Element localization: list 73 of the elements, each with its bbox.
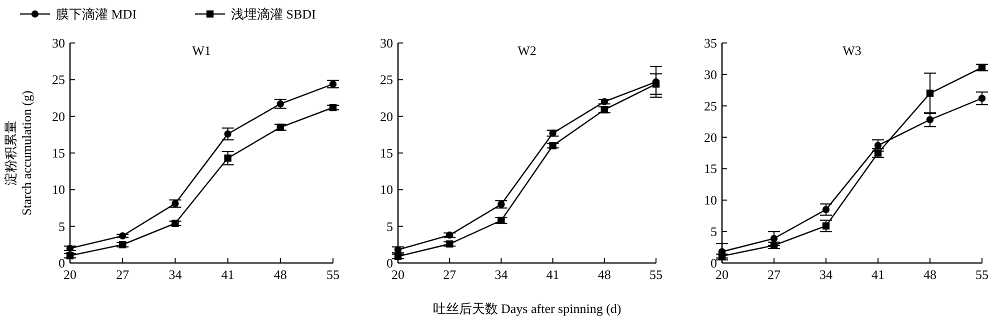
point [770,234,778,242]
y-tick-label: 30 [704,66,717,82]
y-tick-label: 0 [386,256,393,270]
point [66,244,74,252]
y-tick-label: 30 [380,36,393,50]
y-tick-label: 20 [52,108,65,124]
point [600,106,608,114]
y-tick-label: 20 [704,130,717,145]
point [446,232,454,239]
chart-title: W2 [518,43,536,58]
y-tick-label: 0 [710,256,717,270]
x-tick-label: 41 [546,267,560,282]
x-tick-label: 41 [872,267,884,282]
y-tick-label: 10 [704,192,717,208]
y-tick-label: 15 [704,161,717,176]
y-tick-label: 5 [386,218,393,234]
x-tick-label: 27 [116,267,130,282]
point [549,142,556,150]
point [498,216,505,224]
chart-title: W1 [192,43,211,58]
legend-label: 膜下滴灌 MDI [56,6,137,22]
y-tick-label: 5 [710,224,717,240]
x-tick-label: 55 [976,267,988,282]
chart-title: W3 [842,43,862,58]
point [119,241,126,248]
point [329,104,337,112]
y-tick-label: 25 [380,72,393,88]
point [394,246,402,254]
y-tick-label: 5 [58,218,65,234]
x-tick-label: 34 [168,267,182,282]
x-tick-label: 27 [443,267,457,282]
point [926,90,934,97]
point [172,200,179,208]
y-tick-label: 35 [704,36,717,50]
y-axis-title: 淀粉积累量 Starch accumulation (g) [3,90,34,216]
point [276,124,284,131]
point [66,252,74,260]
x-tick-label: 55 [326,267,340,282]
y-tick-label: 10 [52,182,65,198]
x-tick-label: 34 [820,267,833,282]
point [224,154,232,162]
point [978,64,986,72]
x-tick-label: 48 [598,267,611,282]
point [446,240,454,248]
point [978,94,986,102]
x-tick-label: 48 [924,267,936,282]
y-tick-label: 10 [380,182,393,198]
point [224,130,232,138]
x-axis-title: 吐丝后天数 Days after spinning (d) [432,301,622,316]
point [276,100,284,108]
point [549,130,556,137]
x-tick-label: 34 [494,267,508,282]
y-tick-label: 15 [52,146,65,160]
x-tick-label: 48 [274,267,287,282]
legend-label: 浅埋滴灌 SBDI [231,6,316,22]
y-tick-label: 20 [380,108,393,124]
point [394,252,402,260]
y-tick-label: 30 [52,36,65,50]
y-tick-label: 25 [52,72,65,88]
point [498,200,505,208]
point [822,206,830,214]
x-tick-label: 27 [768,267,781,282]
point [329,80,337,88]
point [172,220,179,227]
x-tick-label: 41 [221,267,234,282]
x-tick-label: 55 [650,267,662,282]
point [119,232,126,240]
point [822,222,830,230]
point [926,116,934,124]
y-tick-label: 0 [58,256,65,270]
y-tick-label: 25 [704,98,717,114]
point [600,98,608,106]
y-tick-label: 15 [380,146,393,160]
